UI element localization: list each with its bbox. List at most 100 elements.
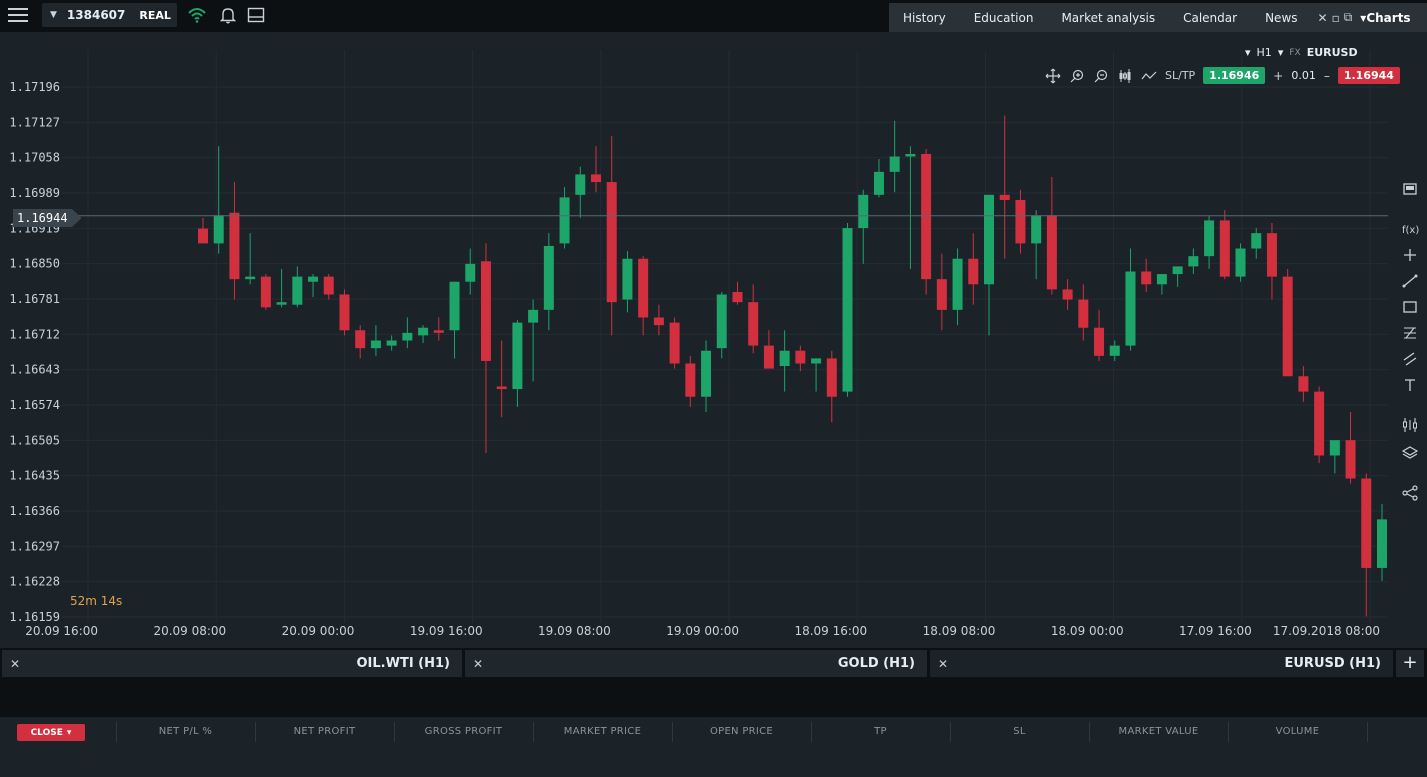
candle-body — [1141, 271, 1152, 285]
chart-tab-label[interactable]: GOLD (H1) — [837, 656, 915, 671]
x-tick-label: 20.09 16:00 — [25, 624, 98, 638]
account-selector[interactable]: ▼ 1384607 REAL — [42, 3, 177, 27]
layers-icon[interactable] — [1400, 444, 1420, 462]
zoom-out-icon[interactable] — [1093, 68, 1109, 84]
trendline-icon[interactable] — [1400, 272, 1420, 290]
candle-body — [559, 197, 570, 244]
close-icon[interactable]: ✕ — [1317, 10, 1328, 25]
restore-icon[interactable]: ▫ — [1331, 10, 1340, 25]
channel-icon[interactable] — [1400, 350, 1420, 368]
candle — [779, 330, 790, 392]
y-tick-label: 1.16574 — [9, 398, 60, 412]
layout-icon[interactable] — [246, 6, 266, 24]
screenshot-icon[interactable] — [1400, 180, 1420, 198]
candle-body — [480, 261, 491, 361]
col-net-profit[interactable]: NET PROFIT — [293, 726, 356, 737]
col-net-pl-percent[interactable]: NET P/L % — [158, 726, 213, 737]
crosshair-icon[interactable] — [1400, 246, 1420, 264]
close-icon[interactable]: ✕ — [10, 656, 21, 671]
candle-body — [1109, 345, 1120, 356]
chart-tab-label[interactable]: EURUSD (H1) — [1284, 656, 1382, 671]
candle — [968, 233, 979, 305]
col-gross-profit[interactable]: GROSS PROFIT — [424, 726, 503, 737]
candle-body — [779, 350, 790, 367]
close-icon[interactable]: ✕ — [938, 656, 949, 671]
candle-body — [1156, 274, 1167, 285]
function-icon[interactable]: f(x) — [1400, 220, 1420, 238]
add-chart-tab-button[interactable]: + — [1396, 650, 1424, 677]
candle — [559, 187, 570, 249]
candle — [575, 166, 586, 218]
col-market-value[interactable]: MARKET VALUE — [1118, 726, 1199, 737]
sell-price-button[interactable]: 1.16944 — [1337, 67, 1400, 84]
col-open-price[interactable]: OPEN PRICE — [709, 726, 774, 737]
col-volume[interactable]: VOLUME — [1275, 726, 1320, 737]
lot-size-input[interactable]: 0.01 — [1291, 69, 1316, 82]
hamburger-menu-icon[interactable] — [8, 8, 28, 22]
col-sl[interactable]: SL — [1013, 726, 1026, 737]
sltp-button[interactable]: SL/TP — [1165, 69, 1196, 82]
close-all-button[interactable]: CLOSE ▾ — [17, 724, 85, 741]
tab-news[interactable]: News — [1265, 10, 1298, 25]
candles-type-icon[interactable] — [1117, 68, 1133, 84]
x-tick-label: 18.09 16:00 — [794, 624, 867, 638]
tab-market-analysis[interactable]: Market analysis — [1061, 10, 1156, 25]
candle — [1172, 266, 1183, 287]
candle-body — [1266, 233, 1277, 277]
candle-body — [1078, 299, 1089, 328]
y-axis: 1.171961.171271.170581.169891.169191.168… — [9, 80, 60, 624]
close-label: CLOSE — [30, 727, 63, 738]
candle-body — [292, 276, 303, 305]
popout-icon[interactable]: ⧉ — [1343, 10, 1353, 24]
fibonacci-icon[interactable] — [1400, 324, 1420, 342]
tab-history[interactable]: History — [903, 10, 946, 25]
candle — [653, 304, 664, 336]
zoom-in-icon[interactable] — [1069, 68, 1085, 84]
chart-area[interactable]: 1.17196 1.17127 1.17058 1.16989 1.16919 1.168… — [0, 38, 1394, 646]
candle-body — [213, 215, 224, 244]
y-tick-label: 1.17058 — [9, 151, 60, 165]
tab-calendar[interactable]: Calendar — [1183, 10, 1238, 25]
col-tp[interactable]: TP — [874, 726, 887, 737]
candle-body — [811, 358, 822, 364]
candle — [1329, 440, 1340, 474]
tab-charts[interactable]: ▾Charts — [1360, 10, 1411, 25]
move-icon[interactable] — [1045, 68, 1061, 84]
candle — [842, 222, 853, 397]
timeframe-dropdown-icon[interactable]: ▾ — [1245, 46, 1251, 59]
rectangle-icon[interactable] — [1400, 298, 1420, 316]
line-type-icon[interactable] — [1141, 68, 1157, 84]
text-tool-icon[interactable] — [1400, 376, 1420, 394]
candlestick-chart[interactable]: 1.171961.171271.170581.169891.169191.168… — [0, 38, 1394, 646]
chart-tab-oil[interactable]: ✕ OIL.WTI (H1) — [2, 650, 462, 677]
candle — [952, 248, 963, 326]
bell-icon[interactable] — [218, 6, 238, 24]
chart-tab-label[interactable]: OIL.WTI (H1) — [356, 656, 451, 671]
y-tick-label: 1.16297 — [9, 539, 60, 553]
candle — [449, 281, 460, 359]
buy-price-button[interactable]: 1.16946 — [1203, 67, 1266, 84]
candle — [1298, 366, 1309, 402]
candle-body — [1062, 289, 1073, 300]
candle — [732, 281, 743, 305]
tab-education[interactable]: Education — [973, 10, 1034, 25]
candle-body — [936, 279, 947, 310]
symbol-label[interactable]: EURUSD — [1306, 46, 1358, 59]
candle-body — [968, 258, 979, 285]
candle-body — [1314, 391, 1325, 456]
lot-plus-button[interactable]: + — [1273, 68, 1284, 83]
close-icon[interactable]: ✕ — [473, 656, 484, 671]
lot-minus-button[interactable]: – — [1323, 68, 1330, 83]
chart-tab-eurusd[interactable]: ✕ EURUSD (H1) — [930, 650, 1393, 677]
symbol-dropdown-icon[interactable]: ▾ — [1277, 46, 1284, 59]
chart-tab-gold[interactable]: ✕ GOLD (H1) — [465, 650, 927, 677]
share-icon[interactable] — [1400, 484, 1420, 502]
indicators-icon[interactable] — [1400, 416, 1420, 434]
candle — [889, 120, 900, 193]
candle-body — [905, 153, 916, 157]
col-market-price[interactable]: MARKET PRICE — [563, 726, 642, 737]
y-tick-label: 1.16989 — [9, 186, 60, 200]
timeframe-label[interactable]: H1 — [1256, 46, 1272, 59]
candle-body — [465, 263, 476, 282]
x-tick-label: 20.09 08:00 — [153, 624, 226, 638]
